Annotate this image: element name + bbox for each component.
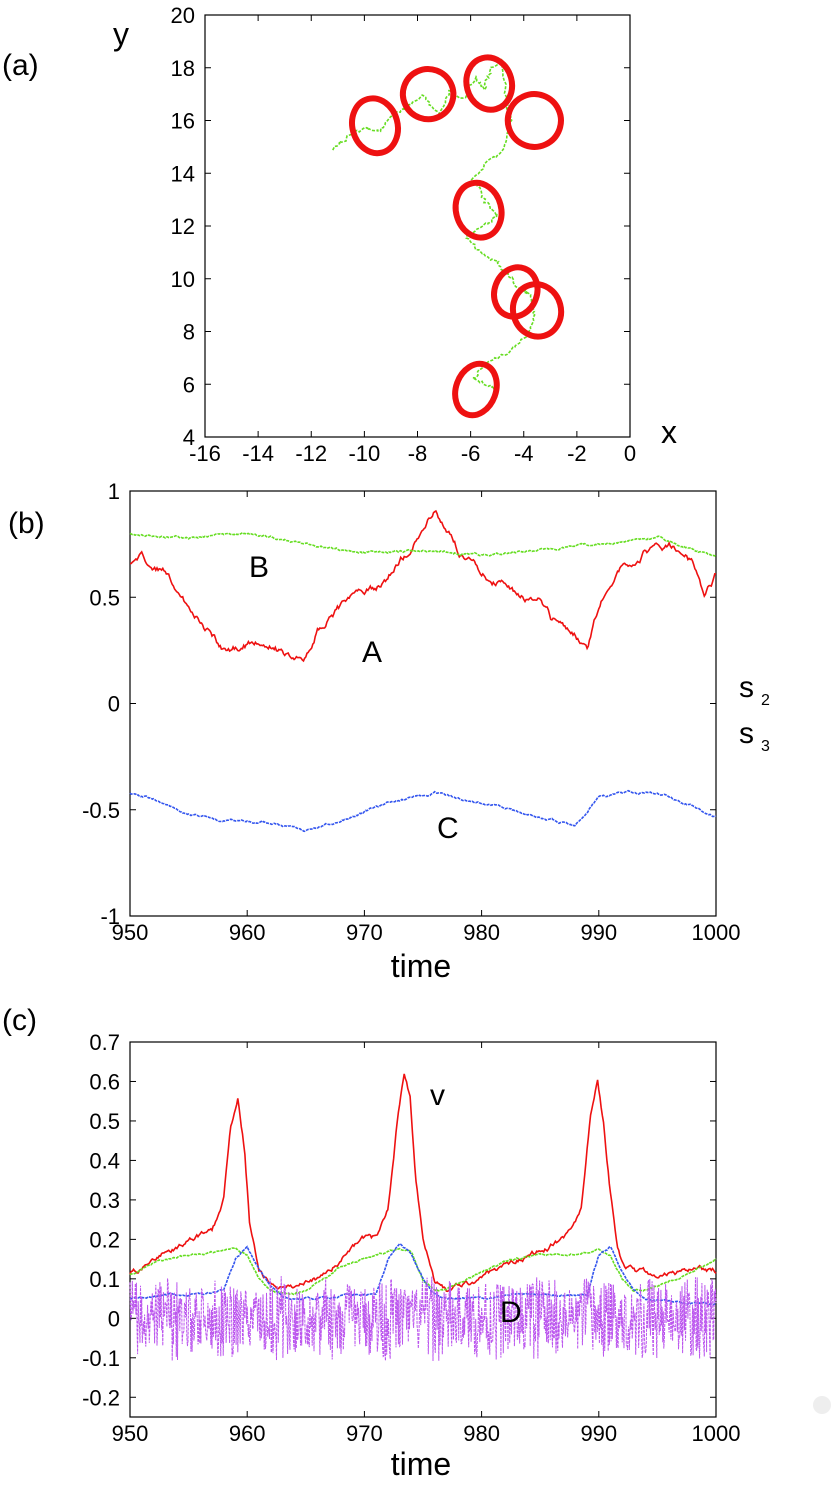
panel-b-ytick-label: -0.5 [82,798,120,823]
panel-a: (a) -16 -14 -12 -10 -8 -6 -4 -2 0 4 6 8 10 12 14 16 18 20… [2,3,677,466]
panel-c: (c) 950 960 970 980 990 1000 -0.2 -0.1 0 0.1 0.2 0.… [2,671,770,1482]
panel-c-xtick-label: 980 [463,1421,500,1446]
loop-4 [504,91,564,150]
curve-label-c: C [437,812,459,845]
panel-b: (b) 950 960 970 980 990 1000 -1 -0.5 0 0.5 1 A B C… [8,479,740,984]
panel-a-plot-area [332,54,565,419]
panel-c-ticks: 950 960 970 980 990 1000 -0.2 -0.1 0 0.1 0.2 0.3 0.4… [82,1030,740,1446]
panel-c-ytick-label: -0.2 [82,1385,120,1410]
panel-a-xtick-label: -12 [295,441,327,466]
panel-b-ytick-label: -1 [100,904,120,929]
curve-label-s2-subscript: 2 [761,692,770,709]
panel-a-ytick-label: 16 [171,109,195,134]
panel-c-series-s3 [129,1242,717,1306]
panel-b-xtick-label: 990 [580,920,617,945]
panel-c-xtick-label: 950 [112,1421,149,1446]
panel-a-ticks: -16 -14 -12 -10 -8 -6 -4 -2 0 4 6 8 10 12 14 16 18 20 [171,3,637,466]
panel-a-ylabel: y [113,16,129,52]
curve-label-s3-subscript: 3 [761,738,770,755]
panel-a-xtick-label: -2 [567,441,587,466]
panel-c-ytick-label: 0.1 [89,1267,120,1292]
panel-b-frame [129,490,717,917]
panel-a-frame [204,14,631,438]
curve-label-d: D [500,1296,522,1329]
panel-b-xlabel: time [391,948,451,984]
panel-a-ytick-label: 6 [183,372,195,397]
panel-a-ytick-label: 8 [183,320,195,345]
panel-a-xtick-label: -4 [514,441,534,466]
curve-label-b: B [249,551,269,584]
panel-a-xtick-label: -10 [348,441,380,466]
curve-label-s3-text: s [739,717,754,750]
panel-c-label: (c) [2,1004,37,1037]
panel-b-series-a [129,509,717,663]
panel-a-xtick-label: -16 [189,441,221,466]
panel-c-plot-area [129,1073,717,1362]
panel-b-xtick-label: 1000 [692,920,741,945]
panel-b-series-b [129,531,717,558]
panel-a-xtick-label: -8 [408,441,428,466]
panel-b-ytick-label: 1 [108,479,120,504]
panel-b-label: (b) [8,507,45,540]
panel-b-ytick-label: 0.5 [89,585,120,610]
panel-c-series-d [129,1276,717,1362]
loop-7 [509,281,565,340]
curve-label-s3: s 3 [739,717,770,755]
panel-c-series-s2 [129,1246,717,1296]
panel-c-frame [129,1041,717,1418]
panel-c-xtick-label: 960 [229,1421,266,1446]
loop-6 [491,264,541,320]
panel-c-xtick-label: 970 [346,1421,383,1446]
curve-label-a: A [362,636,382,669]
panel-c-ytick-label: 0 [108,1306,120,1331]
loop-1 [349,95,401,157]
panel-c-ytick-label: -0.1 [82,1346,120,1371]
panel-c-ytick-label: 0.5 [89,1109,120,1134]
panel-b-plot-area [129,509,717,833]
panel-b-xtick-label: 970 [346,920,383,945]
panel-a-xlabel: x [661,414,677,450]
panel-a-ytick-label: 14 [171,161,195,186]
panel-c-ytick-label: 0.6 [89,1069,120,1094]
panel-a-xtick-label: -6 [461,441,481,466]
panel-c-ytick-label: 0.2 [89,1227,120,1252]
panel-b-xtick-label: 950 [112,920,149,945]
panel-a-ytick-label: 12 [171,214,195,239]
curve-label-s2: s 2 [739,671,770,709]
decorative-dot [813,1396,831,1414]
panel-a-ytick-label: 18 [171,56,195,81]
panel-c-xlabel: time [391,1446,451,1482]
panel-a-xtick-label: -14 [242,441,274,466]
curve-label-s2-text: s [739,671,754,704]
loop-2 [399,66,457,123]
panel-a-ytick-label: 10 [171,267,195,292]
panel-a-label: (a) [2,49,39,82]
panel-b-ytick-label: 0 [108,692,120,717]
panel-c-ytick-label: 0.3 [89,1188,120,1213]
panel-b-xtick-label: 960 [229,920,266,945]
loop-3 [463,54,516,113]
trajectory-line [332,58,536,392]
panel-c-xtick-label: 990 [580,1421,617,1446]
panel-a-xtick-label: 0 [624,441,636,466]
loop-8 [452,360,500,419]
panel-a-ytick-label: 4 [183,425,195,450]
panel-c-series-v [129,1073,717,1293]
panel-c-xtick-label: 1000 [692,1421,741,1446]
loop-5 [452,179,505,241]
panel-c-ytick-label: 0.7 [89,1030,120,1055]
panel-b-xtick-label: 980 [463,920,500,945]
curve-label-v: v [430,1079,445,1112]
panel-b-series-c [129,789,717,833]
panel-b-ticks: 950 960 970 980 990 1000 -1 -0.5 0 0.5 1 [82,479,740,945]
panel-c-ytick-label: 0.4 [89,1148,120,1173]
panel-a-ytick-label: 20 [171,3,195,28]
